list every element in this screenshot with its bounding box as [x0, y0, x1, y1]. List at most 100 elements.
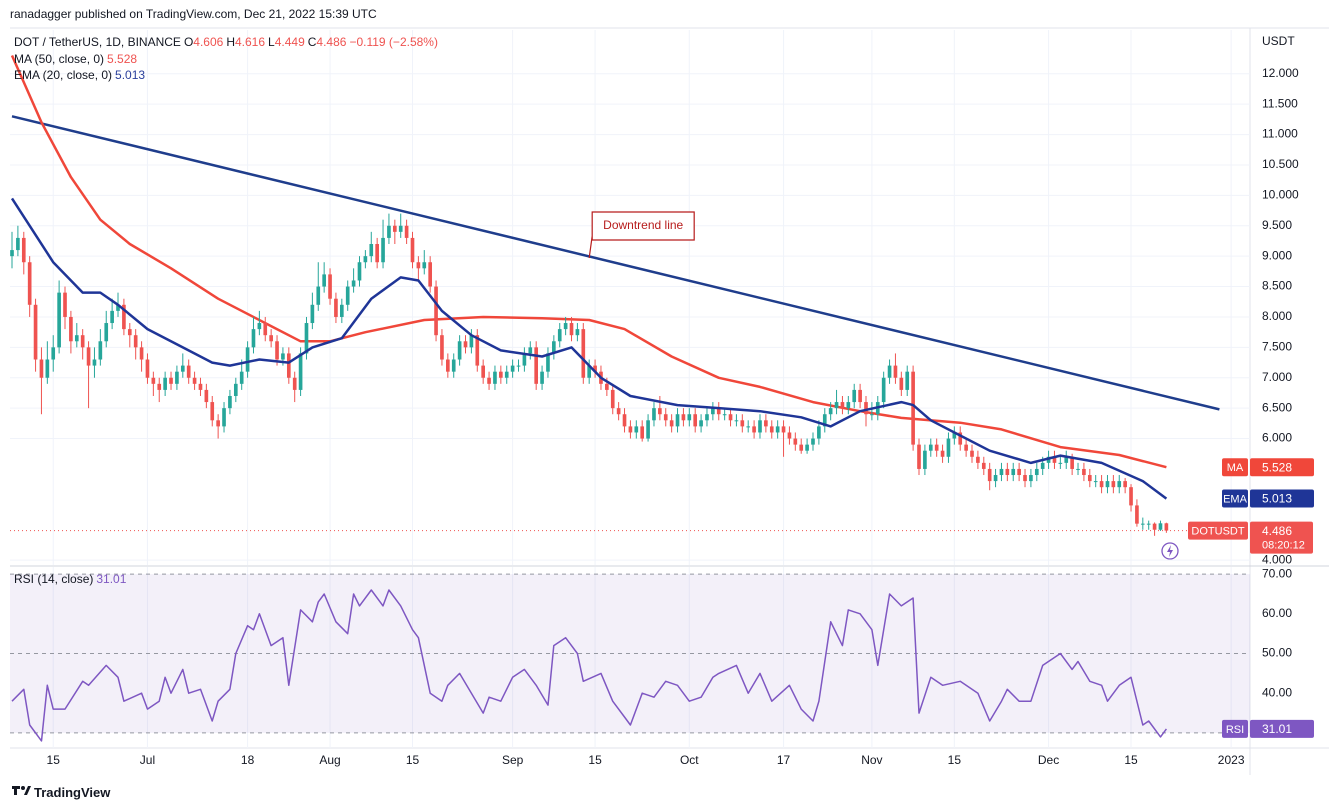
candle-body [923, 450, 927, 469]
candle-body [1023, 475, 1027, 482]
candle-body [69, 316, 73, 342]
y-tick-label: 10.500 [1262, 157, 1299, 171]
candle-body [339, 304, 344, 317]
candle-body [769, 426, 774, 433]
candle-body [440, 335, 444, 360]
candle-body [675, 414, 680, 427]
ma-line [10, 54, 1167, 469]
candle-body [581, 329, 586, 378]
candle-body [122, 304, 126, 330]
candle-body [510, 365, 515, 372]
rsi-tick-label: 60.00 [1262, 606, 1292, 620]
x-tick-label: Aug [319, 753, 340, 767]
tag-value: 31.01 [1262, 722, 1292, 736]
candle-body [693, 414, 698, 427]
candle-body [817, 426, 821, 439]
candle-body [110, 310, 114, 324]
candle-body [175, 371, 179, 384]
candle-body [970, 450, 974, 457]
rsi-line [11, 589, 1168, 742]
candle-body [557, 329, 562, 342]
candle-body [546, 353, 550, 372]
candle-body [864, 402, 868, 415]
candle-body [446, 359, 450, 372]
candle-body [516, 365, 521, 367]
candle-body [269, 335, 273, 342]
candle-body [787, 432, 792, 439]
candle-body [934, 444, 939, 451]
tag-label: MA [1227, 462, 1244, 474]
candle-body [1152, 523, 1157, 530]
candle-body [1017, 468, 1021, 476]
candle-body [1146, 523, 1151, 525]
candle-body [21, 237, 26, 263]
candle-body [169, 377, 173, 384]
y-tick-label: 7.500 [1262, 340, 1292, 354]
candle-body [345, 286, 350, 305]
candle-body [999, 468, 1004, 476]
candle-body [316, 286, 321, 305]
x-tick-label: 15 [948, 753, 962, 767]
x-tick-label: Oct [680, 753, 699, 767]
candle-body [310, 304, 315, 324]
candle-body [1093, 481, 1098, 483]
candle-body [610, 389, 615, 409]
candle-body [528, 347, 533, 354]
candle-body [369, 244, 374, 257]
candle-body [687, 414, 692, 421]
candle-body [1040, 462, 1045, 469]
candle-body [98, 341, 103, 360]
candle-body [775, 426, 780, 433]
y-tick-label: 8.500 [1262, 279, 1292, 293]
candle-body [793, 438, 798, 445]
ohlc-label: H [226, 35, 235, 49]
candle-body [616, 408, 621, 415]
candle-body [1011, 468, 1016, 476]
y-tick-label: 6.500 [1262, 400, 1292, 414]
candle-body [275, 341, 279, 360]
candle-body [381, 237, 385, 263]
candle-body [133, 335, 138, 348]
y-tick-label: 11.500 [1262, 96, 1298, 110]
candle-body [634, 426, 639, 433]
candle-body [822, 414, 827, 427]
candle-body [304, 323, 309, 354]
candle-body [1058, 462, 1063, 464]
legend-ma-row: MA (50, close, 0) 5.528 [14, 51, 441, 68]
ohlc-value: 4.616 [235, 35, 266, 49]
candle-body [899, 377, 904, 390]
candle-body [870, 414, 874, 416]
candle-body [669, 420, 674, 427]
candle-body [622, 414, 627, 427]
candle-body [1064, 456, 1069, 463]
candle-body [334, 298, 338, 317]
candle-body [404, 225, 409, 238]
candle-body [1046, 456, 1051, 463]
candle-body [605, 383, 609, 390]
ohlc-label: O [183, 35, 194, 49]
y-tick-label: 6.000 [1262, 431, 1292, 445]
candle-body [257, 323, 262, 330]
candle-body [198, 383, 203, 390]
candle-body [1140, 523, 1145, 525]
candle-body [80, 335, 85, 348]
tag-box [1222, 458, 1248, 477]
candle-body [481, 365, 485, 378]
candle-body [663, 414, 668, 421]
candle-body [940, 450, 945, 457]
legend-symbol-row: DOT / TetherUS, 1D, BINANCE O4.606 H4.616 L… [14, 34, 441, 51]
candle-body [298, 353, 303, 390]
rsi-name: RSI (14, close) [14, 572, 94, 586]
candle-body [928, 444, 933, 451]
candle-body [811, 438, 815, 445]
rsi-tick-label: 70.00 [1262, 566, 1292, 580]
candle-body [893, 365, 898, 378]
candle-body [92, 359, 97, 366]
candle-body [740, 420, 745, 427]
x-tick-label: 15 [588, 753, 602, 767]
candle-body [1129, 487, 1133, 506]
candle-body [946, 438, 951, 457]
x-tick-label: 17 [777, 753, 791, 767]
annotation-text: Downtrend line [603, 218, 683, 232]
candle-body [699, 420, 703, 427]
